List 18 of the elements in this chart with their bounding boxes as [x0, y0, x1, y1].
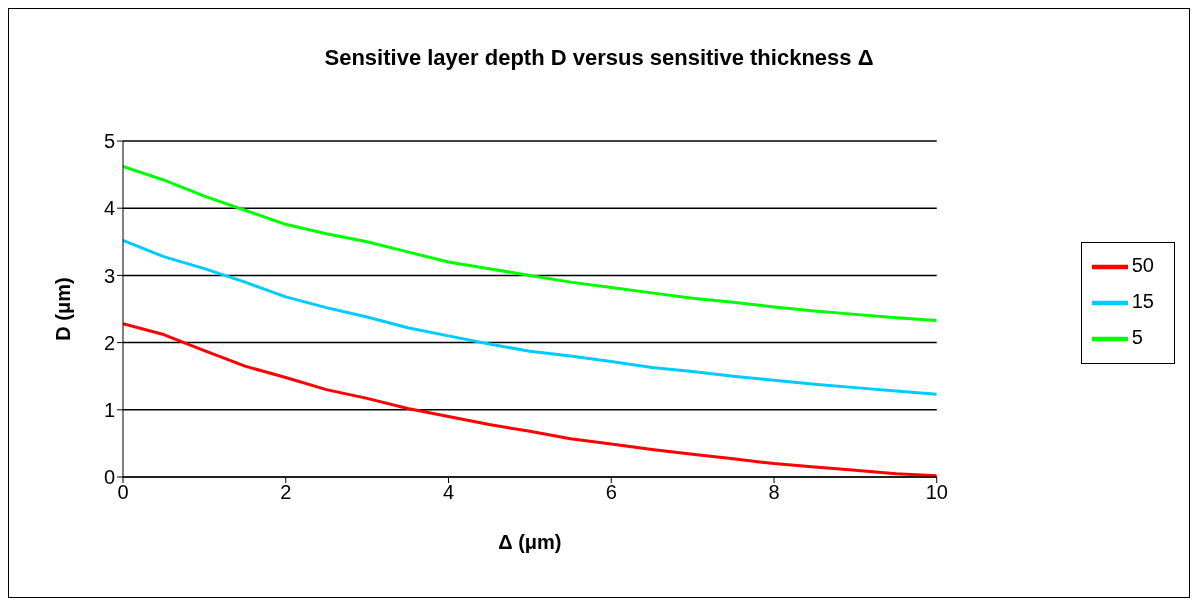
legend-label: 50 [1131, 254, 1154, 277]
y-tick-label: 1 [103, 398, 115, 421]
x-tick-label: 8 [768, 481, 780, 504]
y-axis-title: D (μm) [52, 277, 75, 341]
legend-label: 15 [1131, 290, 1154, 313]
y-tick-label: 4 [103, 197, 115, 220]
y-tick-label: 2 [103, 331, 115, 354]
y-tick-label: 5 [103, 130, 115, 153]
x-tick-label: 2 [280, 481, 292, 504]
x-tick-label: 0 [117, 481, 129, 504]
x-tick-label: 6 [605, 481, 617, 504]
x-tick-label: 10 [925, 481, 948, 504]
y-tick-label: 0 [103, 466, 115, 489]
x-axis-title: Δ (μm) [498, 531, 562, 553]
legend-label: 5 [1131, 326, 1143, 349]
x-tick-label: 4 [442, 481, 455, 504]
y-tick-label: 3 [103, 264, 115, 287]
chart-title: Sensitive layer depth D versus sensitive thickness Δ [323, 45, 875, 71]
